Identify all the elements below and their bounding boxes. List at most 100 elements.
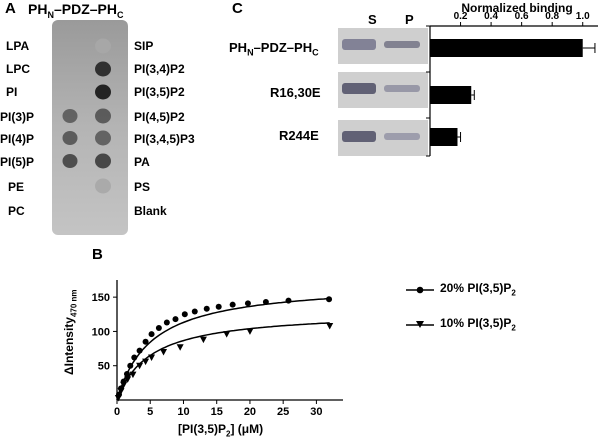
data-point-circle: [229, 301, 236, 308]
plot-y-tick-label: 100: [92, 326, 110, 338]
gel-band-s: [342, 83, 376, 94]
row-label-wt-sub2: C: [312, 47, 319, 58]
data-point-triangle: [160, 349, 168, 356]
legend-10-sub: 2: [511, 323, 516, 333]
data-point-triangle: [124, 376, 132, 383]
legend-triangle-icon: [416, 321, 424, 328]
plot-x-tick-label: 20: [244, 406, 256, 418]
data-point-circle: [155, 325, 162, 331]
data-point-circle: [215, 303, 222, 310]
bar-x-tick-label: 0.2: [454, 11, 468, 22]
col-p-label: P: [405, 12, 414, 27]
lipid-label-pi3p: PI(3)P: [0, 110, 35, 124]
data-point-circle: [181, 311, 188, 318]
lipid-label-blank: Blank: [134, 204, 167, 218]
legend-circle-icon: [416, 286, 424, 294]
data-point-circle: [172, 316, 179, 323]
legend-entry-10: 10% PI(3,5)P2: [440, 316, 516, 332]
lipid-label-pe: PE: [8, 180, 25, 194]
x-axis-label-post: ] (μM): [230, 422, 264, 436]
bar-x-tick-label: 0.4: [484, 11, 498, 22]
gel-band-p: [384, 133, 420, 140]
lipid-spot: [95, 153, 111, 169]
data-point-circle: [142, 338, 149, 345]
lipid-label-sip: SIP: [134, 39, 154, 53]
plot-x-tick-label: 0: [114, 406, 120, 418]
data-point-triangle: [199, 336, 207, 344]
bar-x-tick-label: 0.6: [515, 11, 529, 22]
plot-x-tick-label: 5: [147, 406, 153, 418]
bar-x-tick-label: 0.8: [545, 11, 559, 22]
data-point-triangle: [114, 394, 122, 402]
row-label-wt-main: PH: [229, 40, 248, 55]
row-label-wt-mid: –PDZ–PH: [253, 40, 313, 55]
data-point-triangle: [129, 371, 137, 379]
data-point-circle: [136, 347, 143, 354]
y-axis-label-main: ΔIntensity: [62, 317, 76, 375]
plot-y-tick-label: 150: [92, 292, 110, 304]
col-s-label: S: [368, 12, 377, 27]
plot-x-tick-label: 15: [211, 406, 223, 418]
lipid-label-lpa: LPA: [6, 39, 30, 53]
data-point-triangle: [142, 358, 150, 366]
data-point-triangle: [246, 328, 254, 335]
lipid-spot: [62, 131, 78, 145]
data-point-triangle: [136, 362, 144, 370]
legend-20-text: 20% PI(3,5)P: [440, 281, 512, 295]
data-point-circle: [163, 319, 170, 326]
panel-a-letter: A: [5, 0, 16, 17]
plot-x-tick-label: 25: [277, 406, 289, 418]
data-point-triangle: [117, 388, 125, 395]
x-axis-label: [PI(3,5)P2] (μM): [178, 422, 263, 438]
row-label-wt-sub1: N: [247, 47, 254, 58]
lipid-label-pc: PC: [8, 204, 25, 218]
data-point-circle: [191, 308, 198, 315]
lipid-label-pi34p2: PI(3,4)P2: [134, 62, 185, 76]
lipid-label-pi: PI: [6, 85, 18, 99]
row-label-wt: PHN–PDZ–PHC: [229, 40, 319, 58]
lipid-label-pi45p2: PI(4,5)P2: [134, 110, 185, 124]
data-point-circle: [326, 296, 333, 303]
data-point-circle: [285, 297, 292, 304]
data-point-circle: [148, 331, 155, 338]
gel-band-p: [384, 41, 420, 48]
data-point-circle: [127, 362, 134, 369]
lipid-spot: [62, 154, 78, 168]
x-axis-label-sub: 2: [226, 429, 231, 439]
binding-bar: [430, 128, 458, 146]
lipid-label-pa: PA: [134, 155, 150, 169]
lipid-spot: [62, 109, 78, 123]
panel-a-title: PHN–PDZ–PHC: [28, 1, 123, 20]
panel-a-title-sub2: C: [116, 9, 124, 20]
lipid-spot: [95, 130, 111, 146]
legend-10-text: 10% PI(3,5)P: [440, 316, 512, 330]
data-point-triangle: [148, 354, 156, 361]
titration-plot: 0 5 10 15 20 25 30 50 100 150: [92, 280, 343, 418]
data-point-triangle: [120, 381, 128, 389]
bar-chart-title: Normalized binding: [461, 1, 572, 15]
gel-band-s: [342, 131, 376, 142]
lipid-strip-membrane: [52, 20, 128, 235]
x-axis-label-pre: [PI(3,5)P: [178, 422, 227, 436]
panel-a-title-mid: –PDZ–PH: [53, 1, 117, 17]
gel-band-s: [342, 39, 376, 50]
data-point-triangle: [176, 344, 184, 351]
data-point-circle: [123, 370, 130, 377]
data-point-triangle: [326, 322, 334, 330]
data-point-circle: [131, 354, 138, 361]
gel-strips: [338, 28, 428, 156]
legend-markers: [406, 286, 434, 328]
lipid-label-pi345p3: PI(3,4,5)P3: [134, 132, 195, 146]
legend-entry-20: 20% PI(3,5)P2: [440, 281, 516, 297]
y-axis-label-sub: 470 nm: [69, 289, 79, 318]
lipid-spot: [95, 38, 111, 54]
plot-x-tick-label: 10: [177, 406, 189, 418]
fit-curve: [116, 322, 330, 401]
bar-x-tick-label: 1.0: [576, 11, 590, 22]
row-label-r244e: R244E: [279, 128, 319, 143]
y-axis-label: ΔIntensity470 nm: [62, 289, 78, 375]
data-point-circle: [203, 305, 210, 312]
lipid-spot: [95, 84, 111, 100]
row-label-r1630e: R16,30E: [270, 85, 321, 100]
binding-bar: [430, 39, 583, 57]
